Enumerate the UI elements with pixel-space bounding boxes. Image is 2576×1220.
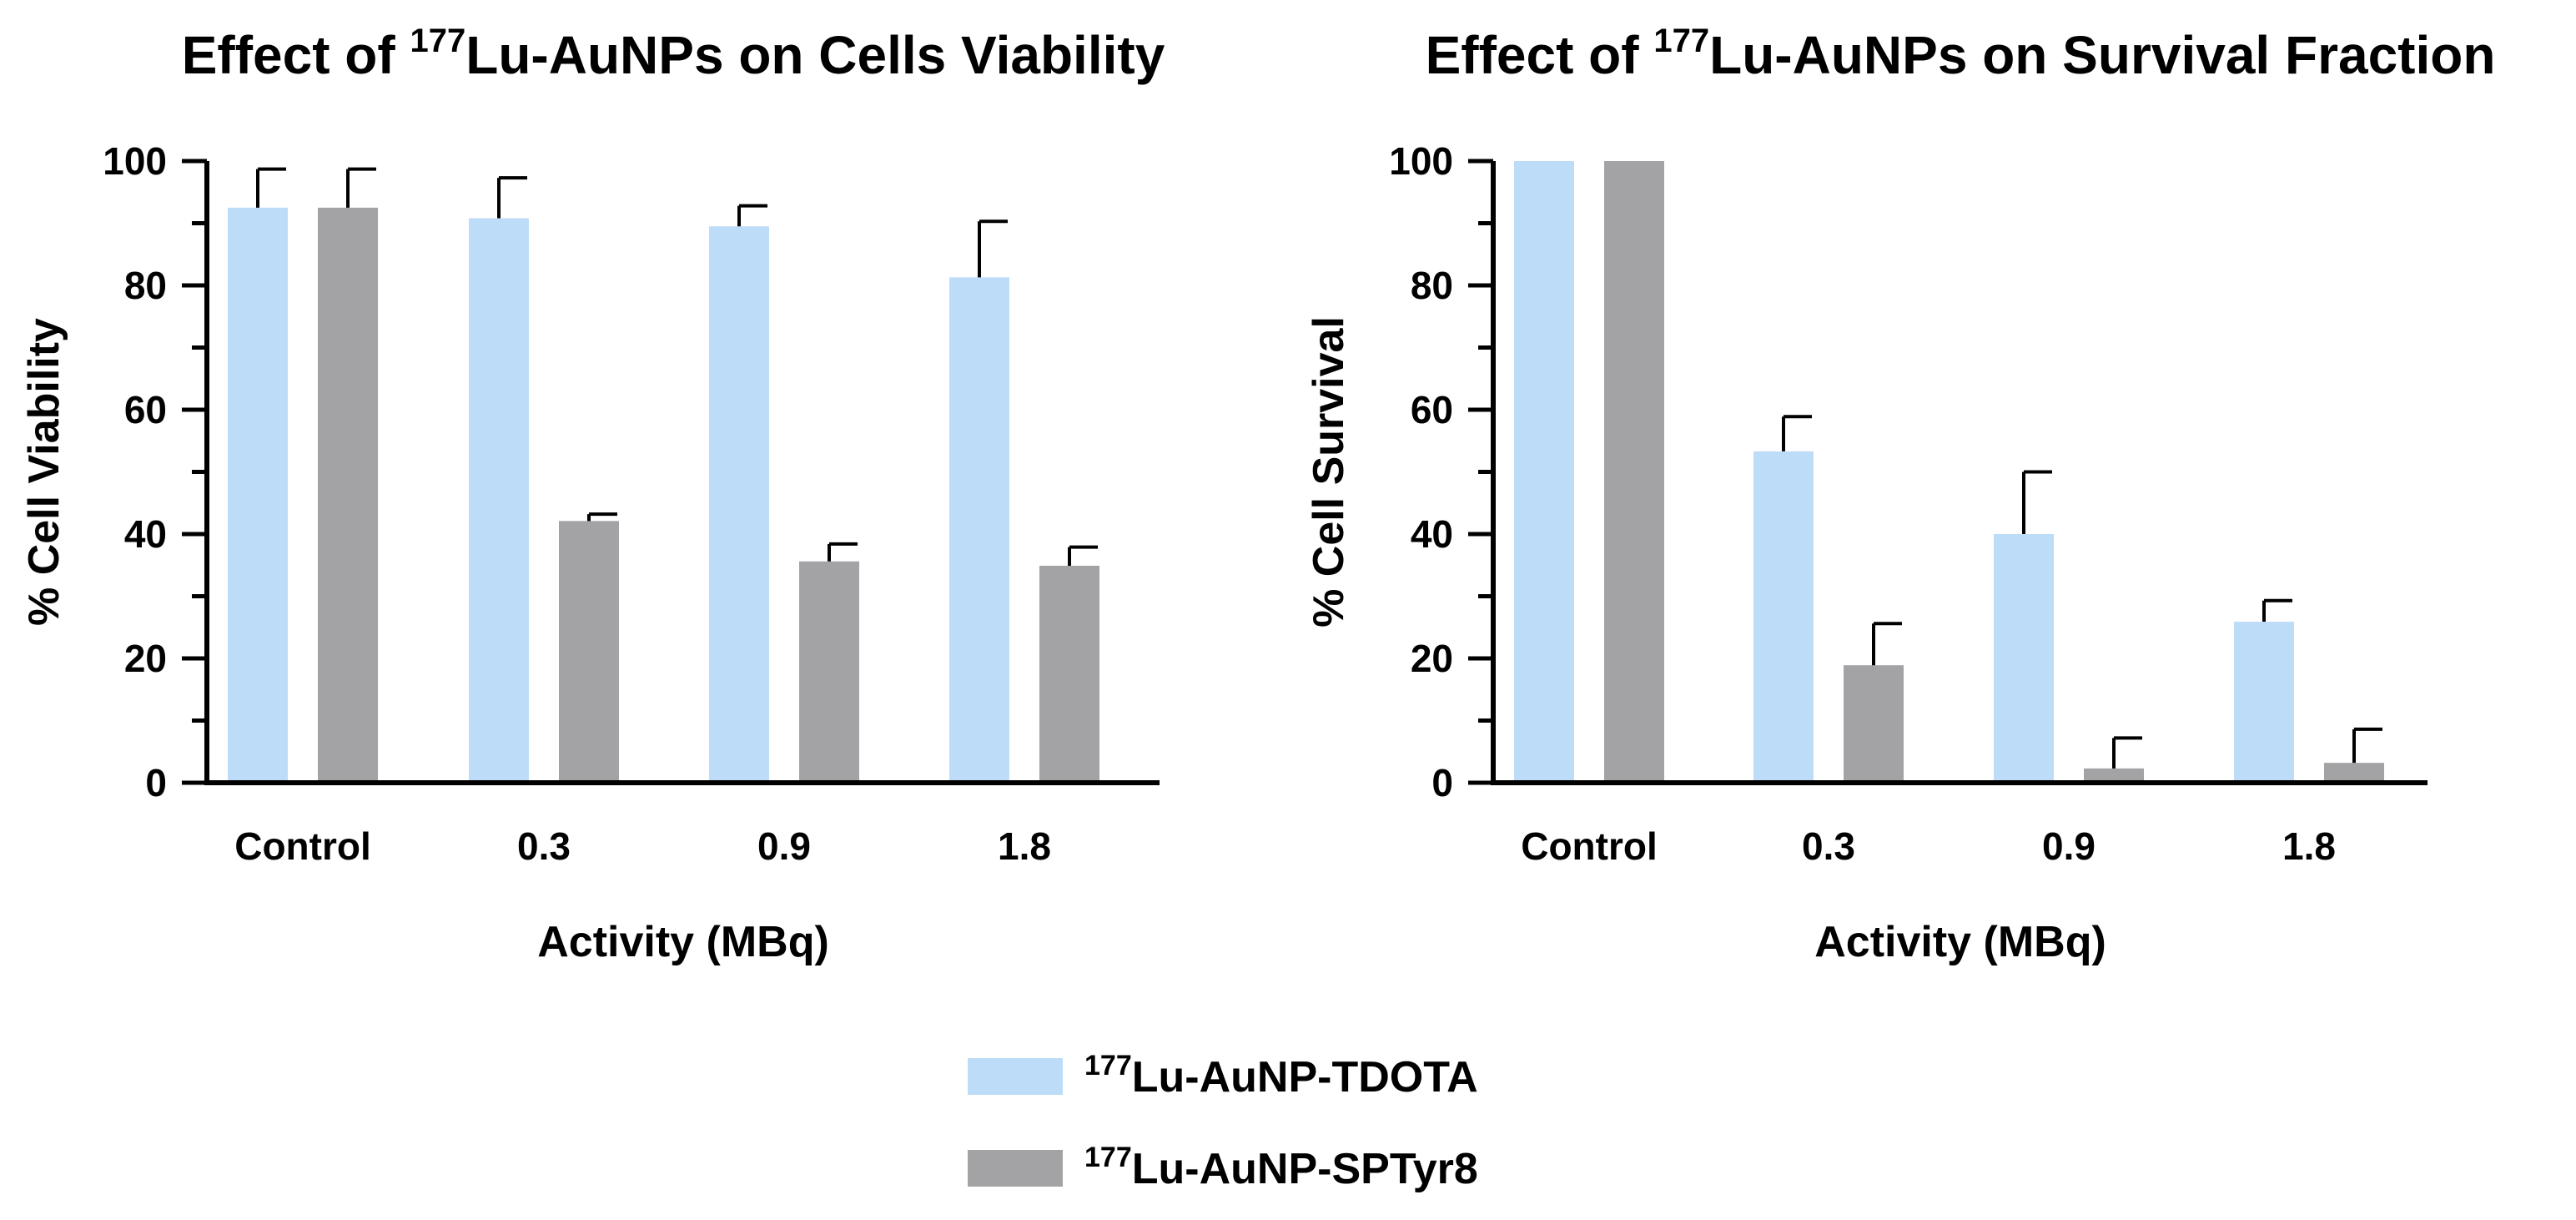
bar-sptyr8-0: [318, 207, 378, 783]
bar-sptyr8-3: [2324, 763, 2384, 783]
bar-sptyr8-1: [1844, 665, 1904, 783]
x-tick-label: 1.8: [998, 824, 1051, 868]
legend-label-2: 177Lu-AuNP-SPTyr8: [1084, 1142, 1478, 1193]
error-bar: [1068, 545, 1098, 566]
x-axis-label: Activity (MBq): [537, 918, 829, 966]
bar-tdota-3: [949, 277, 1009, 783]
chart-panel-2: Effect of 177Lu-AuNPs on Survival Fracti…: [1305, 23, 2495, 966]
error-bar: [2262, 598, 2292, 623]
y-tick-label: 100: [1389, 139, 1453, 183]
bar-sptyr8-3: [1039, 565, 1099, 783]
error-bar: [256, 167, 286, 208]
error-bar: [346, 167, 376, 208]
bar-sptyr8-0: [1604, 161, 1664, 783]
x-axis-label: Activity (MBq): [1814, 918, 2106, 966]
bar-tdota-0: [228, 207, 288, 783]
bar-sptyr8-2: [799, 561, 859, 783]
y-tick-label: 20: [1411, 637, 1453, 680]
bar-tdota-0: [1514, 161, 1574, 783]
x-tick-label: 0.9: [757, 824, 811, 868]
error-bar: [1872, 622, 1902, 666]
y-tick-label: 60: [1411, 388, 1453, 431]
x-tick-label: 0.3: [517, 824, 571, 868]
error-bar: [2112, 736, 2142, 769]
x-tick-label: 0.3: [1802, 824, 1855, 868]
error-bar: [828, 542, 858, 562]
x-tick-label: 1.8: [2282, 824, 2336, 868]
y-tick-label: 40: [124, 512, 167, 556]
bar-tdota-3: [2234, 622, 2294, 783]
legend-swatch-1: [968, 1058, 1063, 1095]
x-tick-label: Control: [234, 824, 371, 868]
bar-tdota-2: [1994, 534, 2054, 783]
error-bar: [497, 176, 527, 219]
legend-swatch-2: [968, 1150, 1063, 1187]
y-tick-label: 40: [1411, 512, 1453, 556]
bar-tdota-1: [469, 218, 529, 783]
x-tick-label: 0.9: [2042, 824, 2096, 868]
y-tick-label: 20: [124, 637, 167, 680]
chart-panel-1: Effect of 177Lu-AuNPs on Cells Viability…: [20, 23, 1165, 966]
bar-sptyr8-2: [2084, 768, 2144, 783]
y-axis-label: % Cell Viability: [20, 318, 68, 626]
error-bar: [587, 512, 617, 522]
legend-label-1: 177Lu-AuNP-TDOTA: [1084, 1050, 1478, 1102]
error-bar: [978, 219, 1008, 278]
y-tick-label: 80: [1411, 264, 1453, 307]
error-bar: [737, 204, 767, 227]
x-tick-label: Control: [1521, 824, 1658, 868]
error-bar: [2022, 470, 2052, 534]
bar-tdota-2: [709, 226, 769, 784]
y-axis-label: % Cell Survival: [1305, 316, 1353, 628]
legend: 177Lu-AuNP-TDOTA 177Lu-AuNP-SPTyr8: [968, 1050, 1478, 1193]
y-tick-label: 60: [124, 388, 167, 431]
chart-title: Effect of 177Lu-AuNPs on Cells Viability: [182, 23, 1165, 85]
chart-title: Effect of 177Lu-AuNPs on Survival Fracti…: [1426, 23, 2496, 85]
bar-tdota-1: [1753, 451, 1814, 783]
bar-sptyr8-1: [559, 521, 619, 783]
y-tick-label: 0: [1431, 761, 1453, 804]
y-tick-label: 80: [124, 264, 167, 307]
error-bar: [2352, 727, 2382, 764]
y-tick-label: 100: [103, 139, 167, 183]
error-bar: [1782, 415, 1812, 451]
y-tick-label: 0: [145, 761, 167, 804]
